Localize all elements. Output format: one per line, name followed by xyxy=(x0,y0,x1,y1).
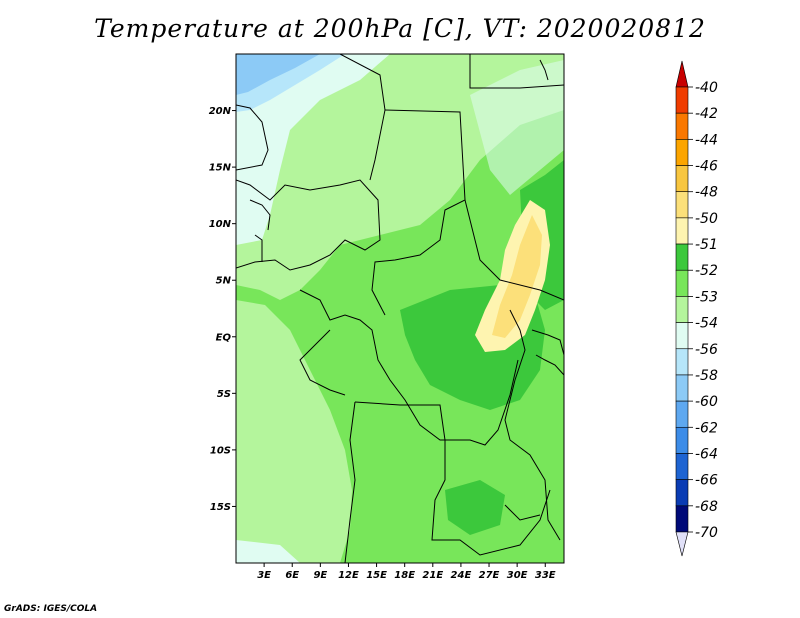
colorbar-label: -51 xyxy=(695,237,718,253)
lon-tick-label: 12E xyxy=(338,570,359,581)
colorbar-over-triangle xyxy=(675,60,689,88)
lon-tick-label: 24E xyxy=(451,570,472,581)
lat-tick-label: 15N xyxy=(209,163,232,174)
colorbar-swatch xyxy=(675,479,689,507)
latitude-axis: 20N 15N 10N 5N EQ 5S 10S 15S xyxy=(209,106,236,513)
colorbar-swatch xyxy=(675,296,689,323)
colorbar-swatch xyxy=(675,348,689,376)
field-band-minus50 xyxy=(492,215,542,338)
lon-tick-label: 33E xyxy=(535,570,556,581)
field-streak-northeast xyxy=(470,60,564,195)
lat-tick-label: 5S xyxy=(217,389,231,400)
field-band-minus60 xyxy=(236,54,320,95)
field-patch-southwest xyxy=(236,540,300,563)
lat-tick-label: 15S xyxy=(210,502,231,513)
colorbar-swatch xyxy=(675,322,689,350)
lon-tick-label: 18E xyxy=(394,570,415,581)
colorbar-swatch xyxy=(675,86,689,114)
colorbar-swatch xyxy=(675,374,689,402)
longitude-axis: 3E 6E 9E 12E 15E 18E 21E 24E 27E 30E 33E xyxy=(257,563,556,581)
colorbar-label: -56 xyxy=(695,342,718,358)
lat-tick-label: 10N xyxy=(209,219,232,230)
colorbar-label: -48 xyxy=(695,185,718,201)
lon-tick-label: 6E xyxy=(285,570,299,581)
colorbar-swatch xyxy=(675,112,689,140)
colorbar-swatch xyxy=(675,243,689,271)
lon-tick-label: 30E xyxy=(507,570,528,581)
colorbar-label: -68 xyxy=(695,499,718,515)
field-band-minus56 xyxy=(236,54,390,245)
colorbar-swatch xyxy=(675,217,689,245)
colorbar-under-triangle xyxy=(675,531,689,557)
colorbar-label: -54 xyxy=(695,316,718,332)
colorbar-label: -50 xyxy=(695,211,718,227)
colorbar-swatch xyxy=(675,505,689,533)
colorbar-label: -44 xyxy=(695,132,718,148)
lon-tick-label: 9E xyxy=(313,570,327,581)
lon-tick-label: 15E xyxy=(366,570,387,581)
country-borders xyxy=(236,54,564,563)
field-band-minus52-south xyxy=(445,480,505,535)
temperature-field xyxy=(236,54,564,563)
lat-tick-label: 5N xyxy=(216,276,232,287)
colorbar-label: -46 xyxy=(695,159,718,175)
colorbar-label: -52 xyxy=(695,263,718,279)
colorbar-label: -62 xyxy=(695,420,718,436)
lat-tick-label: EQ xyxy=(216,332,232,343)
colorbar-swatch xyxy=(675,453,689,480)
field-band-minus54-southwest xyxy=(236,300,352,563)
colorbar: -40 -42 -44 -46 -48 -50 -51 -52 -53 -54 -56 -58 -60 -… xyxy=(675,60,718,557)
colorbar-swatch xyxy=(675,400,689,428)
colorbar-swatch xyxy=(675,165,689,193)
field-streak-north xyxy=(380,54,460,200)
colorbar-swatch xyxy=(675,191,689,219)
colorbar-label: -70 xyxy=(695,525,718,541)
colorbar-label: -64 xyxy=(695,446,718,462)
plot-title: Temperature at 200hPa [C], VT: 202002081… xyxy=(94,14,706,43)
colorbar-swatch xyxy=(675,269,689,297)
lon-tick-label: 3E xyxy=(257,570,271,581)
software-credit: GrADS: IGES/COLA xyxy=(4,604,98,614)
lat-tick-label: 10S xyxy=(210,445,231,456)
map-frame xyxy=(235,53,565,564)
colorbar-swatch xyxy=(675,426,689,454)
colorbar-label: -58 xyxy=(695,368,718,384)
lon-tick-label: 27E xyxy=(479,570,500,581)
colorbar-swatch xyxy=(675,139,689,166)
colorbar-label: -40 xyxy=(695,80,718,96)
colorbar-label: -66 xyxy=(695,473,718,489)
lat-tick-label: 20N xyxy=(209,106,232,117)
colorbar-label: -42 xyxy=(695,106,718,122)
lon-tick-label: 21E xyxy=(422,570,443,581)
colorbar-label: -60 xyxy=(695,394,718,410)
colorbar-label: -53 xyxy=(695,289,718,305)
